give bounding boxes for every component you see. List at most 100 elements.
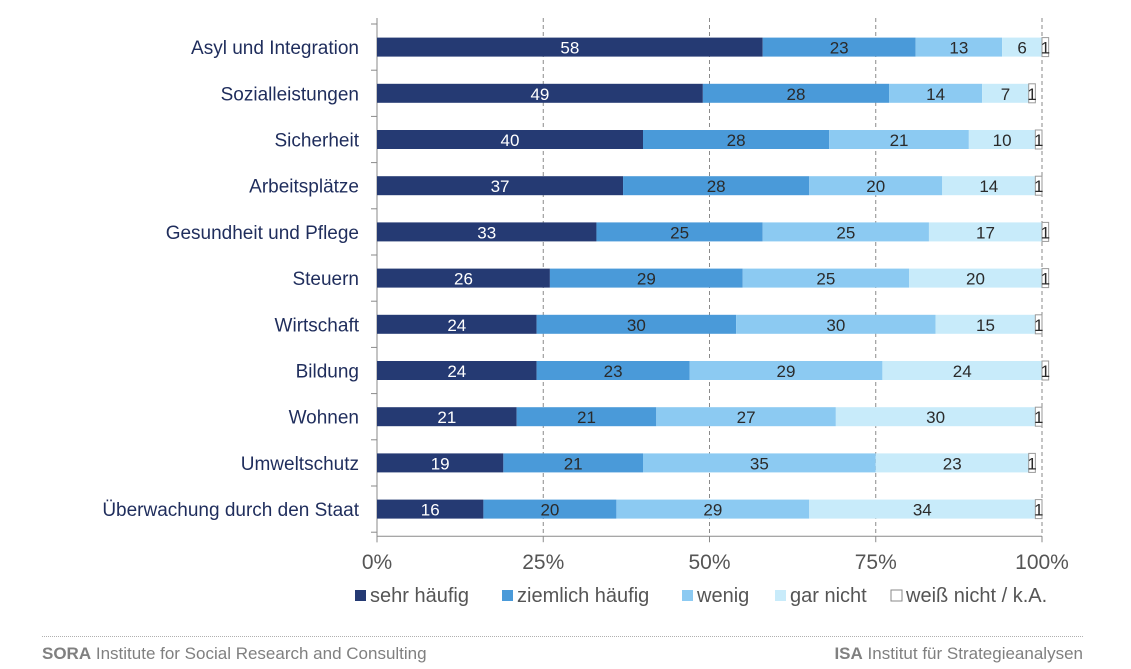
data-label: 16	[421, 501, 440, 520]
category-label: Asyl und Integration	[191, 38, 359, 59]
bar-segment	[1041, 268, 1050, 289]
data-label: 24	[447, 362, 466, 381]
data-label: 25	[670, 223, 689, 242]
bar-segment	[835, 407, 1036, 427]
bar-segment	[536, 361, 690, 380]
data-label: 1	[1041, 362, 1050, 381]
bar-segment	[1028, 452, 1036, 473]
data-label: 30	[627, 316, 646, 335]
footer-divider	[42, 636, 1083, 637]
x-tick-label: 0%	[362, 551, 392, 574]
bar-segment	[742, 268, 909, 288]
bar-segment	[377, 407, 517, 427]
bar-segment	[377, 130, 643, 149]
data-label: 27	[737, 408, 756, 427]
category-label: Bildung	[296, 362, 359, 383]
data-label: 37	[491, 177, 510, 196]
bar-segment	[377, 268, 550, 288]
data-label: 28	[727, 131, 746, 150]
bar-segment	[889, 83, 983, 103]
category-label: Überwachung durch den Staat	[102, 500, 359, 521]
data-label: 7	[1001, 85, 1010, 104]
data-label: 20	[540, 501, 559, 520]
data-label: 1	[1041, 39, 1050, 58]
footer-left-text: Institute for Social Research and Consul…	[95, 644, 427, 663]
bar-segment	[377, 37, 763, 57]
data-label: 14	[926, 85, 945, 104]
data-label: 23	[943, 454, 962, 473]
bar-segment	[968, 130, 1036, 149]
bar-segment	[736, 314, 936, 334]
bar-segment	[377, 314, 537, 334]
data-label: 28	[707, 177, 726, 196]
footer-right-text: Institut für Strategieanalysen	[867, 644, 1083, 663]
bar-segment	[1034, 129, 1043, 150]
category-label: Steuern	[292, 269, 359, 290]
category-label: Umweltschutz	[241, 454, 359, 475]
data-label: 1	[1027, 85, 1036, 104]
bar-segment	[656, 407, 836, 427]
data-label: 19	[431, 454, 450, 473]
bar-segment	[809, 499, 1036, 519]
data-label: 21	[564, 454, 583, 473]
category-label: Wohnen	[289, 408, 359, 429]
bar-segment	[829, 130, 969, 149]
data-label: 1	[1027, 454, 1036, 473]
legend-label: ziemlich häufig	[517, 585, 649, 607]
bar-segment	[377, 499, 484, 519]
bar-segment	[623, 176, 810, 196]
bar-segment	[483, 499, 617, 519]
category-label: Arbeitsplätze	[249, 177, 359, 198]
data-label: 24	[447, 316, 466, 335]
data-label: 49	[530, 85, 549, 104]
stacked-bar-chart: 0% 25% 50% 75% 100% Asyl und Integration 58 23 1…	[102, 18, 1069, 607]
x-tick-label: 100%	[1015, 551, 1069, 574]
data-label: 6	[1017, 39, 1026, 58]
bar-segment	[536, 314, 737, 334]
bar-segment	[516, 407, 657, 427]
data-label: 1	[1034, 316, 1043, 335]
bar-segment	[909, 268, 1042, 288]
bar-segment	[1034, 314, 1043, 335]
data-label: 1	[1034, 131, 1043, 150]
legend-label: gar nicht	[790, 585, 867, 607]
data-label: 1	[1034, 501, 1043, 520]
bar-segment	[596, 222, 763, 242]
bar-segment	[702, 83, 890, 103]
data-label: 1	[1034, 177, 1043, 196]
data-label: 1	[1041, 223, 1050, 242]
bar-segment	[549, 268, 743, 288]
legend-swatch	[502, 590, 513, 601]
bar-segment	[1041, 360, 1050, 381]
bar-segment	[762, 37, 916, 57]
data-label: 21	[437, 408, 456, 427]
bar-segment	[915, 37, 1003, 57]
bar-segment	[616, 499, 810, 519]
data-label: 58	[560, 39, 579, 58]
bar-segment	[882, 361, 1042, 380]
data-label: 34	[913, 501, 932, 520]
data-label: 29	[703, 501, 722, 520]
bar-segment	[982, 83, 1029, 103]
legend-label: sehr häufig	[370, 585, 469, 607]
data-label: 28	[786, 85, 805, 104]
data-label: 20	[866, 177, 885, 196]
data-label: 17	[976, 223, 995, 242]
bar-segment	[935, 314, 1036, 334]
data-label: 10	[993, 131, 1012, 150]
data-label: 25	[816, 270, 835, 289]
data-label: 1	[1041, 270, 1050, 289]
bar-segment	[377, 83, 703, 103]
bar-segment	[1034, 406, 1043, 427]
data-label: 30	[826, 316, 845, 335]
data-label: 14	[979, 177, 998, 196]
data-label: 21	[577, 408, 596, 427]
bar-segment	[809, 176, 943, 196]
bar-segment	[643, 453, 876, 473]
category-label: Wirtschaft	[275, 315, 360, 336]
legend-swatch	[355, 590, 366, 601]
footer-right: ISA Institut für Strategieanalysen	[834, 644, 1083, 664]
legend-swatch	[890, 589, 903, 602]
footer-left-bold: SORA	[42, 644, 92, 663]
bar-segment	[875, 453, 1029, 473]
